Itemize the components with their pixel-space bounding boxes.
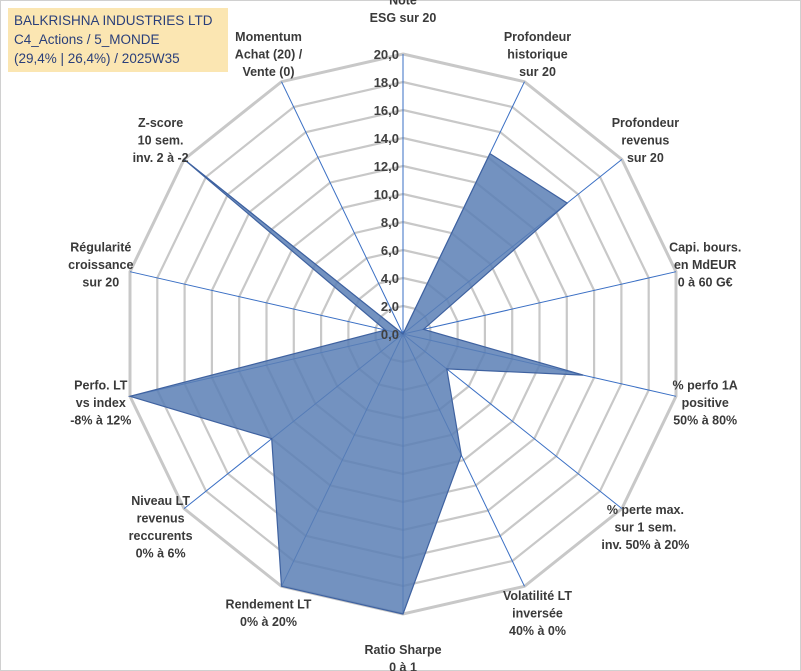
tick-label: 0,0 bbox=[381, 327, 399, 342]
radar-tick-labels: 0,0 2,0 4,0 6,0 8,0 10,0 12,0 14,0 16,0 18,0 20,0 bbox=[374, 47, 399, 342]
title-line-category: C4_Actions / 5_MONDE bbox=[14, 32, 160, 47]
axis-label: % perfo 1A positive 50% à 80% bbox=[673, 379, 738, 428]
axis-label: Niveau LT revenus reccurents 0% à 6% bbox=[129, 494, 193, 561]
axis-label: Z-score 10 sem. inv. 2 à -2 bbox=[133, 116, 189, 165]
axis-label: Profondeur revenus sur 20 bbox=[612, 116, 679, 165]
axis-spoke bbox=[281, 81, 404, 335]
tick-label: 16,0 bbox=[374, 103, 399, 118]
radar-series bbox=[127, 152, 584, 615]
axis-spoke bbox=[129, 271, 404, 335]
tick-label: 14,0 bbox=[374, 131, 399, 146]
axis-spoke bbox=[402, 271, 677, 335]
axis-label: Rendement LT 0% à 20% bbox=[226, 598, 312, 630]
title-line-stats: (29,4% | 26,4%) / 2025W35 bbox=[14, 51, 180, 66]
series-area bbox=[127, 152, 584, 615]
axis-label: Volatilité LT inversée 40% à 0% bbox=[503, 589, 572, 638]
tick-label: 20,0 bbox=[374, 47, 399, 62]
axis-label: % perte max. sur 1 sem. inv. 50% à 20% bbox=[601, 503, 689, 552]
axis-label: Ratio Sharpe 0 à 1 bbox=[364, 643, 441, 671]
axis-label: Momentum Achat (20) / Vente (0) bbox=[235, 30, 303, 79]
axis-label: Capi. bours. en MdEUR 0 à 60 G€ bbox=[669, 241, 741, 290]
tick-label: 12,0 bbox=[374, 159, 399, 174]
tick-label: 4,0 bbox=[381, 271, 399, 286]
tick-label: 18,0 bbox=[374, 75, 399, 90]
radar-axis-labels: Note ESG sur 20 Profondeur historique sur 20… bbox=[68, 0, 741, 671]
axis-label: Note ESG sur 20 bbox=[370, 0, 437, 25]
tick-label: 10,0 bbox=[374, 187, 399, 202]
title-line-company: BALKRISHNA INDUSTRIES LTD bbox=[14, 13, 213, 28]
axis-label: Régularité croissance sur 20 bbox=[68, 241, 133, 290]
tick-label: 2,0 bbox=[381, 299, 399, 314]
axis-label: Profondeur historique sur 20 bbox=[504, 30, 571, 79]
tick-label: 6,0 bbox=[381, 243, 399, 258]
chart-title-box: BALKRISHNA INDUSTRIES LTD C4_Actions / 5… bbox=[8, 8, 228, 72]
axis-label: Perfo. LT vs index -8% à 12% bbox=[70, 379, 131, 428]
tick-label: 8,0 bbox=[381, 215, 399, 230]
